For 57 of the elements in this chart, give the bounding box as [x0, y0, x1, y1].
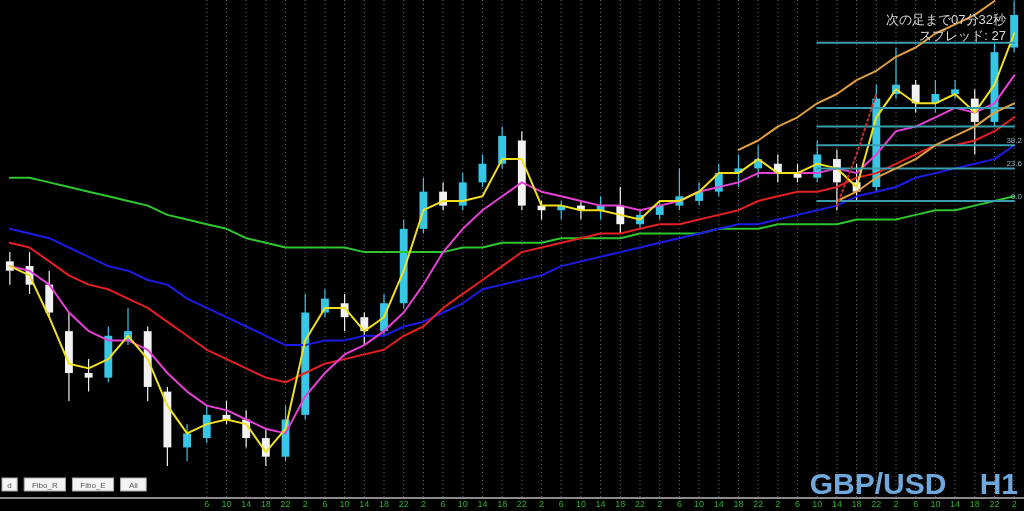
annotation: 0.0: [1010, 191, 1023, 201]
candlestick: [202, 404, 211, 444]
x-tick-label: 6: [440, 499, 446, 509]
x-tick-label: 22: [280, 499, 291, 509]
x-tick-label: 18: [260, 499, 271, 509]
x-tick-label: 10: [930, 499, 941, 509]
x-tick-label: 2: [539, 499, 545, 509]
x-tick-label: 6: [204, 499, 210, 509]
x-tick-label: 6: [913, 499, 919, 509]
x-tick-label: 14: [831, 499, 842, 509]
x-tick-label: 18: [851, 499, 862, 509]
x-tick-label: 6: [676, 499, 682, 509]
x-tick-label: 22: [398, 499, 409, 509]
x-tick-label: 14: [477, 499, 488, 509]
x-tick-label: 10: [694, 499, 705, 509]
x-tick-label: 22: [989, 499, 1000, 509]
annotation: スプレッド: 27: [919, 28, 1006, 43]
x-tick-label: 2: [1011, 499, 1017, 509]
x-tick-label: 14: [359, 499, 370, 509]
x-tick-label: 10: [575, 499, 586, 509]
x-tick-label: 2: [302, 499, 308, 509]
x-tick-label: 14: [595, 499, 606, 509]
annotation: 23.6: [1006, 159, 1023, 169]
x-tick-label: 14: [241, 499, 252, 509]
candlestick: [911, 79, 920, 114]
candlestick: [84, 358, 93, 393]
x-tick-label: 6: [558, 499, 564, 509]
annotation: 38.2: [1006, 136, 1023, 146]
x-tick-label: 6: [322, 499, 328, 509]
x-tick-label: 2: [420, 499, 426, 509]
x-tick-label: 10: [812, 499, 823, 509]
x-tick-label: 18: [615, 499, 626, 509]
x-tick-label: 18: [969, 499, 980, 509]
x-tick-label: 10: [221, 499, 232, 509]
x-tick-label: 18: [378, 499, 390, 509]
x-tick-label: 22: [634, 499, 646, 509]
candlestick: [183, 423, 192, 462]
x-tick-label: 2: [657, 499, 663, 509]
x-tick-label: 14: [713, 499, 724, 509]
x-tick-label: 14: [950, 499, 961, 509]
button: Fibo_E: [71, 477, 115, 492]
x-tick-label: 22: [871, 499, 882, 509]
x-tick-label: 18: [733, 499, 744, 509]
candlestick: [458, 172, 467, 211]
x-tick-label: 6: [795, 499, 801, 509]
candlestick: [951, 79, 960, 100]
x-tick-label: 2: [893, 499, 899, 509]
button: d: [1, 477, 18, 492]
text: GBP/USD H1: [809, 467, 1018, 500]
button: Fibo_R: [23, 477, 66, 492]
x-tick-label: 10: [339, 499, 350, 509]
x-tick-label: 2: [775, 499, 781, 509]
button: All: [120, 477, 147, 492]
x-tick-label: 10: [457, 499, 468, 509]
x-tick-label: 18: [497, 499, 508, 509]
x-tick-label: 22: [516, 499, 527, 509]
x-tick-label: 22: [753, 499, 764, 509]
